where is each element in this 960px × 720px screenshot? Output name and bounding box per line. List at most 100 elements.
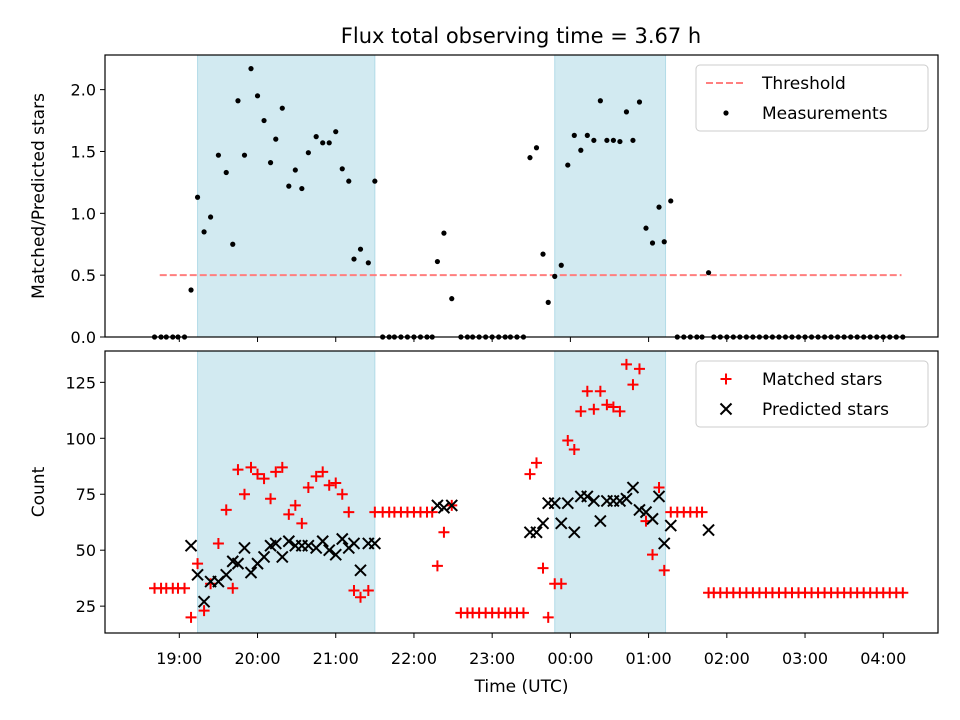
matched-point [530, 457, 542, 469]
measurement-point [201, 229, 207, 235]
measurement-point [346, 178, 352, 184]
predicted-point [220, 568, 233, 582]
predicted-point [633, 503, 646, 517]
matched-point [212, 537, 224, 549]
matched-point [633, 363, 645, 375]
legend-box [695, 360, 929, 428]
legend-label: Threshold [761, 74, 846, 94]
y-tick-label: 0.5 [71, 266, 96, 285]
measurement-point [194, 194, 201, 200]
y-tick-label: 1.0 [71, 204, 96, 223]
measurement-point [705, 270, 712, 276]
matched-point [620, 358, 632, 370]
measurement-point [261, 117, 267, 124]
measurement-point [552, 273, 558, 279]
measurement-point [630, 137, 636, 143]
measurement-point [604, 137, 610, 143]
matched-point [310, 470, 322, 482]
measurement-point [286, 183, 292, 189]
matched-point [245, 461, 257, 473]
predicted-point [702, 523, 715, 537]
legend-matched-key [720, 373, 732, 385]
predicted-point [561, 496, 574, 510]
legend-measurement-key [723, 110, 729, 116]
matched-point [542, 611, 554, 623]
measurement-point [235, 98, 241, 104]
panel-count: 25 50 75 100 125 19:00 20:00 21:00 22:00 23:00 00:… [29, 350, 939, 697]
matched-point [426, 506, 438, 518]
predicted-point [231, 557, 245, 570]
predicted-point [613, 494, 627, 508]
matched-point [185, 611, 197, 623]
matched-point [562, 435, 574, 447]
measurement-point [565, 162, 571, 168]
matched-point [238, 488, 250, 500]
y-tick-label: 1.5 [71, 142, 96, 161]
matched-point [302, 482, 314, 494]
y-tick-label: 75 [76, 485, 96, 504]
predicted-point [536, 517, 550, 530]
measurement-point [527, 155, 533, 161]
matched-point [647, 549, 659, 561]
matched-point [696, 506, 708, 518]
predicted-point [354, 564, 367, 577]
x-tick-label: 04:00 [860, 649, 906, 668]
matched-point [658, 564, 670, 576]
matched-point [232, 464, 244, 476]
matched-point [330, 477, 342, 489]
matched-point [355, 591, 367, 603]
x-axis-label: Time (UTC) [474, 677, 569, 697]
measurement-point [207, 214, 214, 220]
measurement-point [649, 240, 656, 246]
measurement-point [617, 138, 623, 145]
matched-point [265, 493, 277, 505]
predicted-point [269, 537, 282, 550]
predicted-point [282, 535, 296, 548]
measurement-point [597, 98, 603, 104]
measurement-point [591, 137, 597, 143]
y-tick-label: 25 [76, 597, 96, 616]
predicted-point [548, 496, 561, 510]
measurement-point [623, 109, 630, 115]
predicted-point [568, 526, 581, 539]
matched-point [270, 466, 282, 478]
measurement-point [441, 230, 447, 236]
x-tick-label: 03:00 [782, 649, 828, 668]
matched-point [897, 587, 909, 599]
x-tick-label: 20:00 [234, 649, 280, 668]
measurement-point [299, 185, 305, 192]
measurement-point [326, 140, 332, 146]
x-tick-label: 02:00 [704, 649, 750, 668]
measurement-point [434, 258, 441, 265]
matched-point [517, 607, 529, 619]
matched-point [258, 473, 270, 485]
measurement-point [292, 167, 298, 173]
legend-predicted-key [719, 402, 733, 416]
legend-label: Matched stars [762, 370, 882, 390]
matched-point [198, 605, 210, 617]
predicted-point [368, 537, 382, 550]
predicted-point [323, 543, 336, 557]
y-axis-label: Count [29, 466, 49, 517]
matched-point [296, 517, 308, 529]
measurement-point [661, 239, 667, 245]
measurement-point [584, 132, 590, 138]
measurement-point [365, 260, 371, 266]
matched-point [594, 385, 606, 397]
measurement-point [571, 132, 577, 138]
matched-point [653, 482, 665, 494]
predicted-point [626, 481, 640, 494]
legend-label: Measurements [762, 104, 888, 124]
matched-point [614, 405, 626, 417]
measurement-point [545, 299, 551, 305]
axes-frame [104, 54, 939, 338]
y-axis-label: Matched/Predicted stars [29, 93, 49, 299]
measurement-point [320, 140, 326, 146]
measurement-point [372, 178, 378, 184]
matched-point [179, 582, 191, 594]
matched-point [323, 479, 335, 491]
measurement-point [668, 198, 674, 204]
predicted-point [197, 595, 211, 608]
measurement-point [267, 160, 274, 166]
